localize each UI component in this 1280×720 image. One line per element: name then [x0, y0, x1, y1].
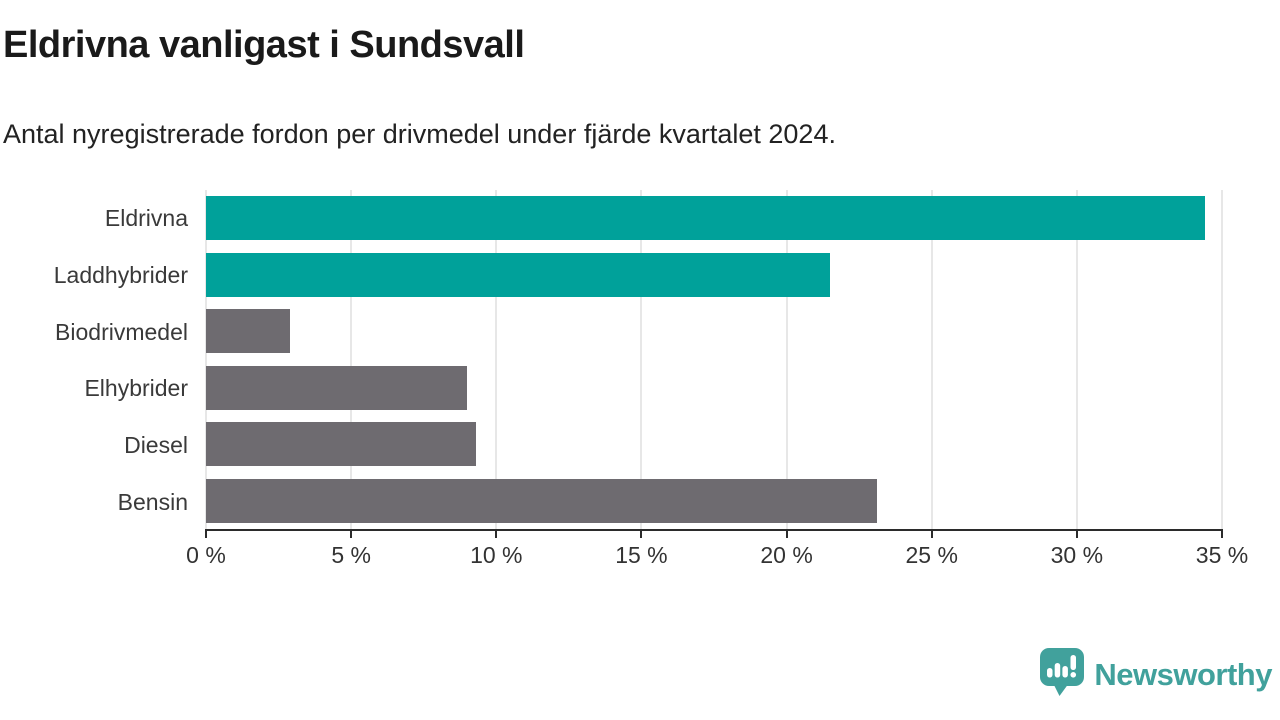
category-label-row: Bensin — [0, 474, 196, 531]
category-label: Eldrivna — [104, 204, 188, 231]
gridline — [640, 190, 643, 529]
newsworthy-logo[interactable]: Newsworthy — [1039, 647, 1272, 702]
bar-row — [206, 473, 1222, 530]
bar-bensin — [206, 478, 877, 523]
axis-tick — [1075, 529, 1078, 538]
bar-row — [206, 190, 1222, 247]
axis-tick — [205, 529, 207, 538]
bar-row — [206, 360, 1222, 417]
plot-area: 0 % 5 % 10 % 15 % 20 % 25 % 30 % 35 % — [186, 190, 1248, 568]
category-label: Diesel — [124, 432, 188, 459]
category-labels: Eldrivna Laddhybrider Biodrivmedel Elhybrid… — [0, 190, 196, 531]
gridline — [785, 190, 788, 529]
grid-layer — [205, 190, 1223, 529]
axis-tick — [350, 529, 353, 538]
axis-tick — [1221, 529, 1223, 538]
axis-tick-label: 0 % — [186, 542, 226, 568]
bar-elhybrider — [206, 365, 468, 410]
category-label: Biodrivmedel — [55, 318, 188, 345]
bar-diesel — [206, 422, 476, 467]
axis-tick-label: 15 % — [615, 542, 668, 568]
gridline — [495, 190, 498, 529]
gridline — [350, 190, 353, 529]
category-label-row: Diesel — [0, 417, 196, 474]
axis-tick — [495, 529, 498, 538]
axis-tick-label: 5 % — [331, 542, 371, 568]
axis-tick-label: 30 % — [1050, 542, 1104, 568]
gridline — [205, 190, 207, 529]
category-label-row: Eldrivna — [0, 190, 196, 247]
chart-subtitle: Antal nyregistrerade fordon per drivmede… — [3, 119, 836, 149]
category-label: Bensin — [117, 489, 188, 516]
axis-tick — [930, 529, 933, 538]
axis-tick — [785, 529, 788, 538]
category-label: Elhybrider — [84, 375, 188, 402]
axis-tick-label: 20 % — [760, 542, 813, 568]
gridline — [1075, 190, 1078, 529]
axis-tick-label: 25 % — [905, 542, 958, 568]
gridline — [930, 190, 933, 529]
newsworthy-logo-icon — [1039, 647, 1085, 702]
category-label-row: Laddhybrider — [0, 247, 196, 304]
bar-biodrivmedel — [206, 309, 291, 354]
axis-tick — [640, 529, 643, 538]
bar-eldrivna — [206, 196, 1205, 241]
bar-laddhybrider — [206, 252, 831, 297]
bar-chart: Eldrivna Laddhybrider Biodrivmedel Elhybrid… — [0, 190, 1248, 568]
page-title: Eldrivna vanligast i Sundsvall — [3, 24, 525, 66]
category-label: Laddhybrider — [53, 261, 188, 288]
bar-row — [206, 416, 1222, 473]
axis-tick-label: 10 % — [470, 542, 523, 568]
x-axis: 0 % 5 % 10 % 15 % 20 % 25 % 30 % 35 % — [186, 529, 1248, 589]
category-label-row: Elhybrider — [0, 360, 196, 417]
bars-layer — [206, 190, 1222, 529]
axis-tick-label: 35 % — [1195, 542, 1249, 568]
newsworthy-logo-text: Newsworthy — [1094, 656, 1272, 692]
bar-row — [206, 247, 1222, 304]
gridline — [1221, 190, 1223, 529]
category-label-row: Biodrivmedel — [0, 304, 196, 361]
bar-row — [206, 303, 1222, 360]
